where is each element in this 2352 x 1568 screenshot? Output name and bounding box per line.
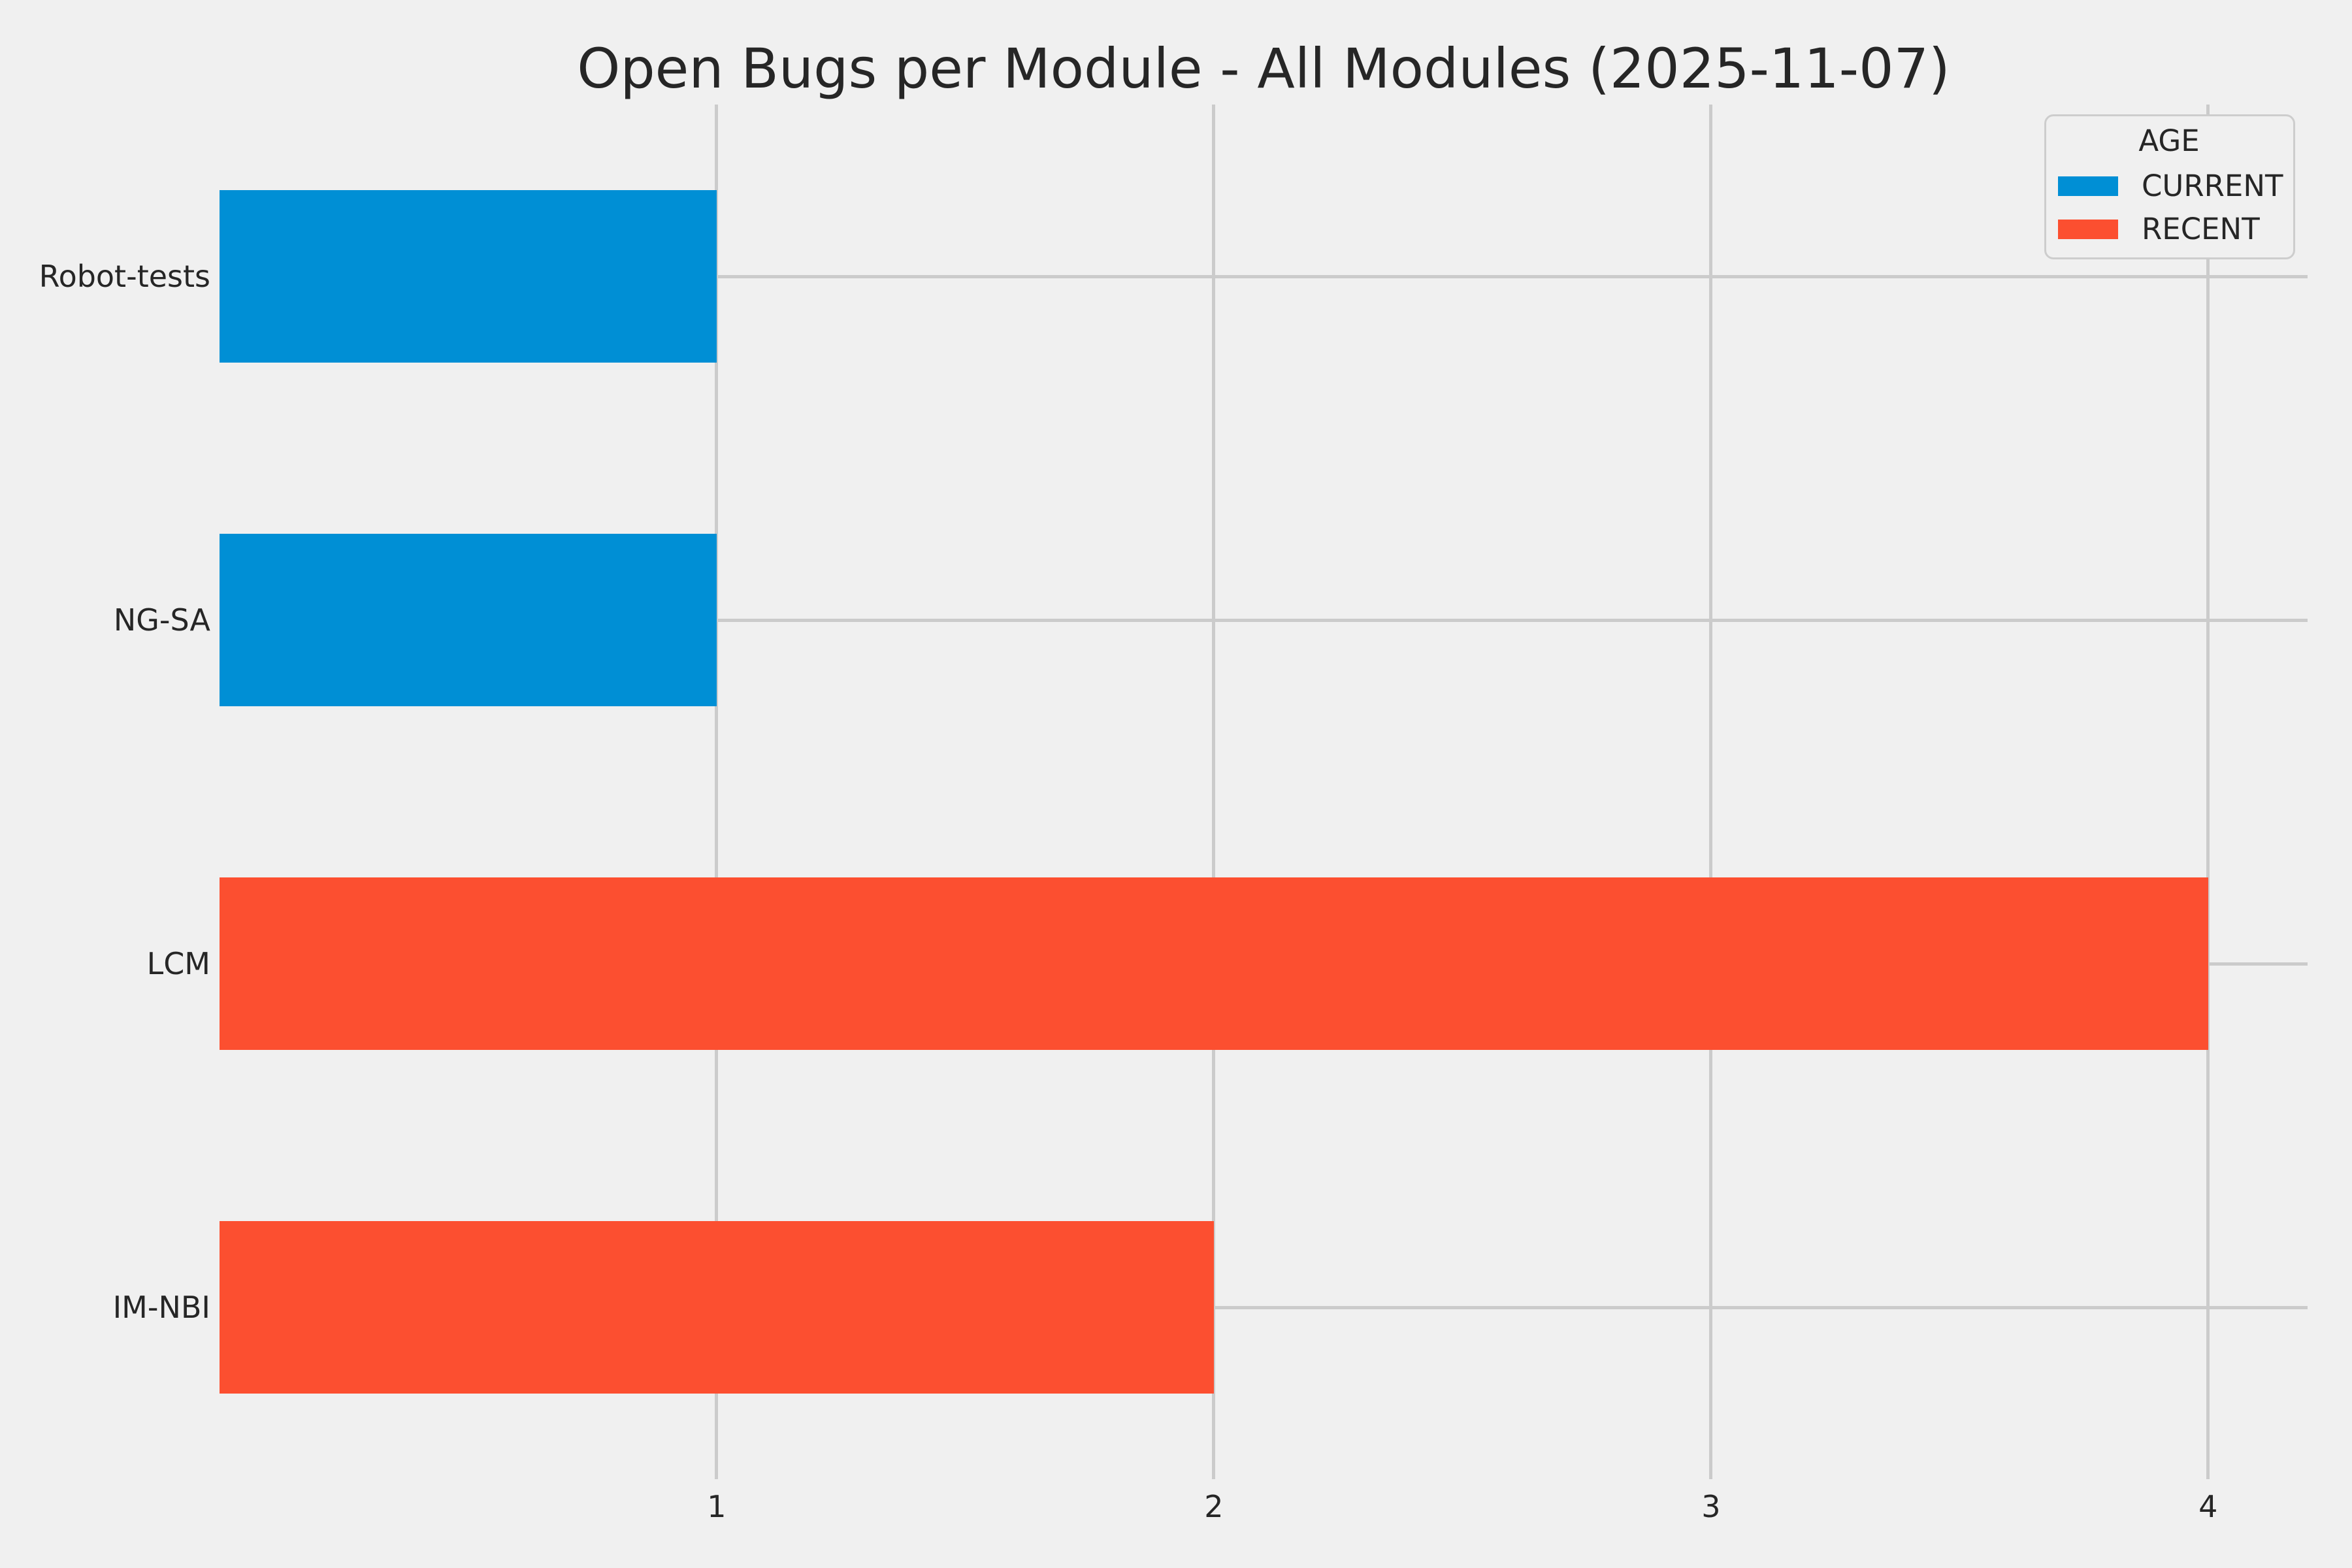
x-tick-label-4: 4	[2198, 1489, 2218, 1524]
legend-swatch-recent-icon	[2058, 220, 2118, 239]
v-gridline-1	[715, 105, 719, 1479]
chart-title: Open Bugs per Module - All Modules (2025…	[577, 37, 1950, 101]
legend-entry-current: CURRENT	[2058, 169, 2283, 204]
y-tick-label-im-nbi: IM-NBI	[112, 1290, 210, 1325]
legend: AGE CURRENT RECENT	[2044, 114, 2295, 259]
legend-swatch-current-icon	[2058, 176, 2118, 196]
bar-lcm	[220, 877, 2208, 1050]
x-tick-label-3: 3	[1701, 1489, 1721, 1524]
y-tick-label-robot-tests: Robot-tests	[39, 259, 210, 294]
x-tick-label-1: 1	[707, 1489, 727, 1524]
legend-entry-recent: RECENT	[2058, 212, 2280, 247]
h-gridline-robot-tests	[220, 274, 2308, 278]
h-gridline-im-nbi	[220, 1305, 2308, 1309]
y-tick-label-lcm: LCM	[146, 946, 210, 981]
bar-robot-tests	[220, 190, 717, 363]
legend-label-recent: RECENT	[2142, 212, 2260, 246]
bar-ng-sa	[220, 534, 717, 706]
v-gridline-3	[1709, 105, 1713, 1479]
h-gridline-ng-sa	[220, 618, 2308, 622]
legend-label-current: CURRENT	[2142, 169, 2283, 203]
x-tick-label-2: 2	[1204, 1489, 1224, 1524]
v-gridline-4	[2206, 105, 2210, 1479]
v-gridline-2	[1212, 105, 1216, 1479]
plot-area	[220, 105, 2308, 1479]
bar-im-nbi	[220, 1221, 1214, 1394]
legend-title: AGE	[2138, 123, 2200, 158]
y-tick-label-ng-sa: NG-SA	[113, 602, 210, 638]
